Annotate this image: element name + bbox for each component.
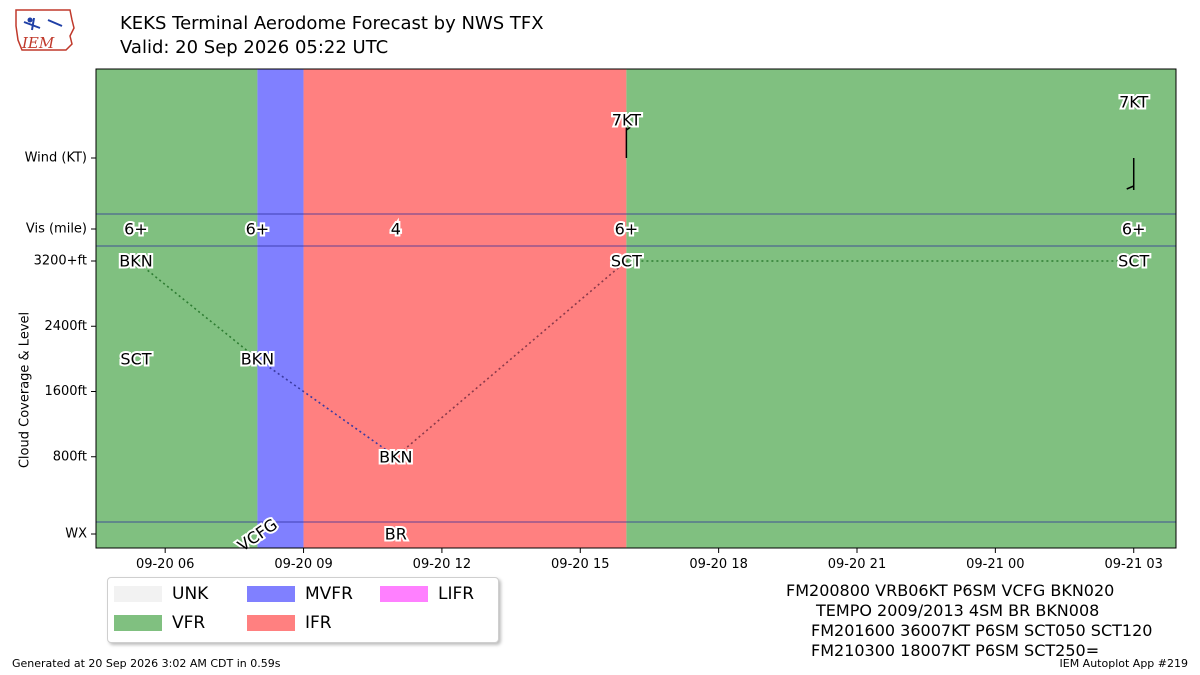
y-tick-label: Wind (KT)	[25, 151, 87, 166]
visibility-label: 6+	[124, 220, 148, 239]
cloud-label-sct: SCT	[611, 252, 642, 271]
taf-line-3: FM201600 36007KT P6SM SCT050 SCT120	[811, 621, 1153, 640]
footer-generated: Generated at 20 Sep 2026 3:02 AM CDT in …	[12, 657, 281, 670]
wind-speed-label: 7KT	[612, 111, 641, 130]
weather-label: BR	[385, 525, 407, 544]
legend-mvfr: MVFR	[247, 584, 353, 604]
wind-barb-flag	[1126, 185, 1135, 190]
taf-line-4: FM210300 18007KT P6SM SCT250=	[811, 641, 1100, 660]
cloud-trend-line	[395, 260, 627, 458]
visibility-label: 4	[391, 220, 401, 239]
x-tick-label: 09-20 18	[689, 557, 747, 572]
y-tick-label: WX	[65, 527, 87, 542]
cloud-label-sct: SCT	[1118, 252, 1149, 271]
wind-speed-label: 7KT	[1119, 93, 1148, 112]
x-tick-label: 09-20 09	[274, 557, 332, 572]
x-tick-label: 09-21 00	[966, 557, 1024, 572]
wind-barb-flag	[625, 124, 634, 131]
x-tick-label: 09-20 06	[136, 557, 194, 572]
category-band-vfr	[96, 69, 258, 548]
y-tick-label: 1600ft	[44, 384, 87, 399]
chart-subtitle: Valid: 20 Sep 2026 05:22 UTC	[120, 37, 389, 58]
x-tick-label: 09-21 03	[1104, 557, 1162, 572]
cloud-trend-line	[135, 260, 258, 360]
y-tick-label: 3200+ft	[34, 254, 87, 269]
legend-swatch-unk	[114, 586, 162, 602]
x-tick-label: 09-20 12	[413, 557, 471, 572]
category-band-mvfr	[257, 69, 304, 548]
y-axis-label: Cloud Coverage & Level	[18, 312, 33, 468]
category-band-vfr	[626, 69, 1176, 548]
legend-vfr: VFR	[114, 613, 205, 633]
legend: UNK VFR MVFR IFR LIFR	[107, 577, 499, 643]
legend-unk: UNK	[114, 584, 208, 604]
visibility-label: 6+	[615, 220, 639, 239]
taf-line-1: FM200800 VRB06KT P6SM VCFG BKN020	[786, 581, 1115, 600]
svg-text:IEM: IEM	[21, 34, 55, 52]
y-tick-label: Vis (mile)	[26, 222, 87, 237]
visibility-label: 6+	[246, 220, 270, 239]
cloud-trend-line	[256, 358, 397, 458]
cloud-label-sct: SCT	[120, 349, 151, 368]
y-tick-label: 800ft	[53, 449, 87, 464]
y-tick-label: 2400ft	[44, 319, 87, 334]
cloud-label-bkn: BKN	[241, 349, 274, 368]
x-tick-label: 09-20 21	[828, 557, 886, 572]
chart-title: KEKS Terminal Aerodome Forecast by NWS T…	[120, 13, 544, 34]
visibility-label: 6+	[1122, 220, 1146, 239]
x-tick-label: 09-20 15	[551, 557, 609, 572]
legend-swatch-ifr	[247, 615, 295, 631]
legend-swatch-vfr	[114, 615, 162, 631]
taf-line-2: TEMPO 2009/2013 4SM BR BKN008	[816, 601, 1100, 620]
legend-swatch-mvfr	[247, 586, 295, 602]
cloud-label-bkn: BKN	[379, 447, 412, 466]
footer-app: IEM Autoplot App #219	[1059, 657, 1189, 670]
iem-logo: IEM	[12, 6, 76, 56]
legend-swatch-lifr	[380, 586, 428, 602]
cloud-label-bkn: BKN	[119, 252, 152, 271]
legend-ifr: IFR	[247, 613, 332, 633]
legend-lifr: LIFR	[380, 584, 474, 604]
category-band-ifr	[303, 69, 627, 548]
